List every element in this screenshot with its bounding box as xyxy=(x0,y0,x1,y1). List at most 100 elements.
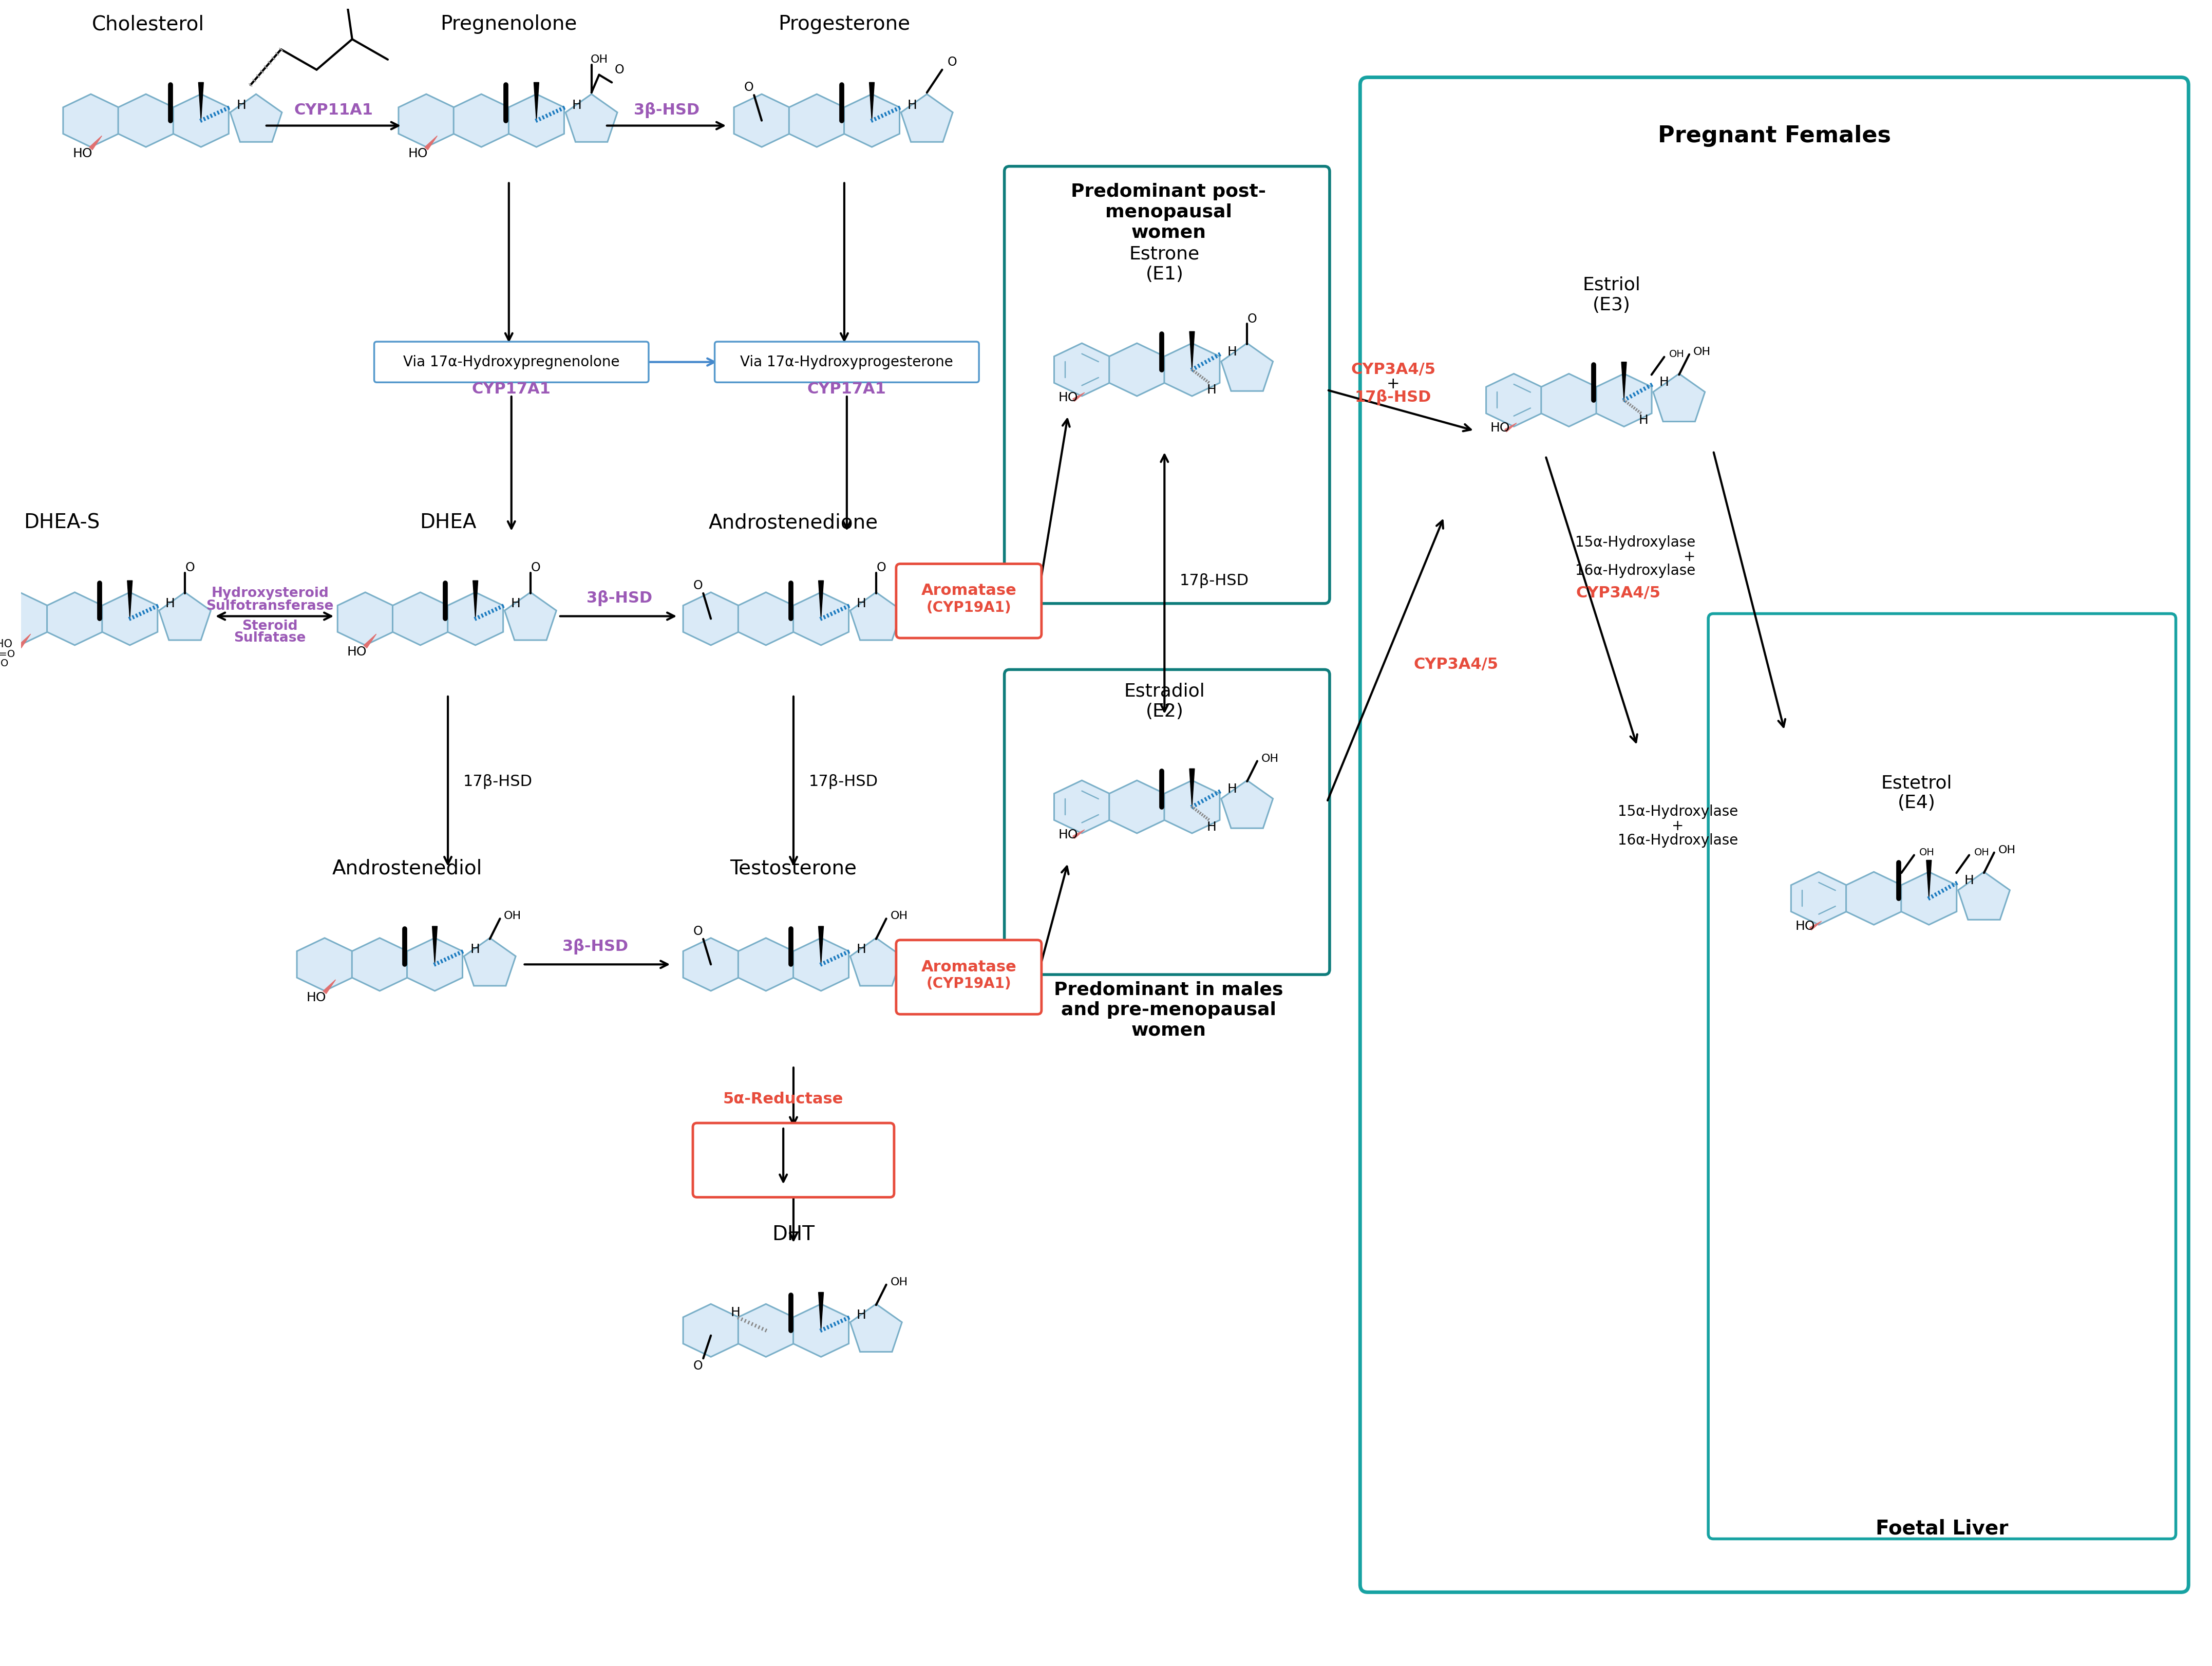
Text: Hydroxysteroid: Hydroxysteroid xyxy=(210,586,330,600)
Polygon shape xyxy=(1108,780,1166,833)
Text: H: H xyxy=(571,100,582,112)
Polygon shape xyxy=(794,593,849,645)
Polygon shape xyxy=(1190,332,1194,370)
Text: H: H xyxy=(856,1309,867,1321)
Text: Aromatase: Aromatase xyxy=(920,960,1018,975)
Polygon shape xyxy=(230,93,281,142)
Text: HO: HO xyxy=(0,640,13,650)
Text: Steroid: Steroid xyxy=(241,620,299,633)
Polygon shape xyxy=(790,93,845,147)
Polygon shape xyxy=(818,1293,823,1331)
Text: OH: OH xyxy=(1692,347,1710,357)
FancyBboxPatch shape xyxy=(374,342,648,382)
Text: H: H xyxy=(166,598,175,610)
Polygon shape xyxy=(1792,871,1847,925)
Polygon shape xyxy=(1927,860,1931,898)
Text: H: H xyxy=(1964,875,1973,886)
Text: O: O xyxy=(0,658,9,668)
Text: +: + xyxy=(1672,820,1683,833)
Text: HO: HO xyxy=(1057,828,1077,841)
Polygon shape xyxy=(1055,780,1110,833)
Text: 17β-HSD: 17β-HSD xyxy=(1179,573,1250,588)
Polygon shape xyxy=(734,93,790,147)
Text: 15α-Hydroxylase: 15α-Hydroxylase xyxy=(1575,535,1697,550)
Text: HO: HO xyxy=(307,991,325,1003)
Text: DHEA-S: DHEA-S xyxy=(24,513,100,533)
Polygon shape xyxy=(684,593,739,645)
FancyBboxPatch shape xyxy=(896,940,1042,1015)
Polygon shape xyxy=(352,938,407,991)
Polygon shape xyxy=(739,593,794,645)
Polygon shape xyxy=(1809,921,1820,930)
Text: H: H xyxy=(471,943,480,955)
Polygon shape xyxy=(0,593,46,645)
Text: 15α-Hydroxylase: 15α-Hydroxylase xyxy=(1617,805,1739,820)
Text: H: H xyxy=(1639,415,1648,426)
Polygon shape xyxy=(509,93,564,147)
Text: O: O xyxy=(743,82,754,93)
Text: H: H xyxy=(856,598,867,610)
Text: Via 17α-Hydroxyprogesterone: Via 17α-Hydroxyprogesterone xyxy=(741,355,953,370)
Text: CYP11A1: CYP11A1 xyxy=(294,103,374,118)
Polygon shape xyxy=(128,581,133,618)
Text: Androstenediol: Androstenediol xyxy=(332,858,482,878)
Text: Predominant in males
and pre-menopausal
women: Predominant in males and pre-menopausal … xyxy=(1053,981,1283,1040)
Polygon shape xyxy=(453,93,509,147)
Polygon shape xyxy=(323,980,336,993)
Polygon shape xyxy=(64,93,119,147)
FancyBboxPatch shape xyxy=(692,1123,894,1198)
Text: Estrone
(E1): Estrone (E1) xyxy=(1130,245,1199,283)
Text: Aromatase: Aromatase xyxy=(920,583,1018,598)
Polygon shape xyxy=(159,593,210,640)
Polygon shape xyxy=(739,938,794,991)
Text: O: O xyxy=(692,925,703,938)
Polygon shape xyxy=(1847,871,1902,925)
Polygon shape xyxy=(338,593,394,645)
FancyBboxPatch shape xyxy=(1004,167,1329,603)
Text: HO: HO xyxy=(73,147,93,160)
Text: Pregnant Females: Pregnant Females xyxy=(1657,125,1891,147)
Polygon shape xyxy=(1542,373,1597,426)
Text: 3β-HSD: 3β-HSD xyxy=(633,102,699,118)
Polygon shape xyxy=(1652,373,1705,421)
Text: CYP17A1: CYP17A1 xyxy=(807,382,887,397)
Text: H: H xyxy=(1206,821,1217,833)
Polygon shape xyxy=(1486,373,1542,426)
Polygon shape xyxy=(1221,780,1272,828)
Polygon shape xyxy=(363,635,376,648)
Text: (CYP19A1): (CYP19A1) xyxy=(927,600,1011,615)
Text: OH: OH xyxy=(889,1278,907,1288)
Polygon shape xyxy=(117,93,173,147)
Text: O: O xyxy=(531,561,540,575)
FancyBboxPatch shape xyxy=(1004,670,1329,975)
Polygon shape xyxy=(296,938,352,991)
Text: 3β-HSD: 3β-HSD xyxy=(586,590,653,606)
Polygon shape xyxy=(1073,393,1084,402)
Text: Via 17α-Hydroxypregnenolone: Via 17α-Hydroxypregnenolone xyxy=(403,355,619,370)
Text: +: + xyxy=(1683,550,1697,563)
Text: +: + xyxy=(1387,377,1400,392)
Polygon shape xyxy=(1597,373,1652,426)
Polygon shape xyxy=(425,137,438,150)
Text: OH: OH xyxy=(1920,848,1936,858)
Text: H: H xyxy=(1206,383,1217,397)
Polygon shape xyxy=(431,926,438,965)
Text: Estradiol
(E2): Estradiol (E2) xyxy=(1124,683,1206,720)
Polygon shape xyxy=(465,938,515,986)
Polygon shape xyxy=(1164,343,1219,397)
Text: O: O xyxy=(1248,313,1256,325)
Text: HO: HO xyxy=(347,646,367,658)
Text: O: O xyxy=(876,561,887,575)
Text: HO: HO xyxy=(1057,392,1077,403)
FancyBboxPatch shape xyxy=(896,563,1042,638)
Text: Estriol
(E3): Estriol (E3) xyxy=(1584,277,1641,313)
Text: OH: OH xyxy=(1670,350,1686,360)
Text: Androstenedione: Androstenedione xyxy=(708,513,878,533)
Polygon shape xyxy=(1108,343,1166,397)
Polygon shape xyxy=(102,593,157,645)
Text: H: H xyxy=(511,598,520,610)
Polygon shape xyxy=(684,1304,739,1356)
Polygon shape xyxy=(1190,768,1194,806)
Polygon shape xyxy=(845,93,900,147)
Text: Progesterone: Progesterone xyxy=(779,15,911,33)
